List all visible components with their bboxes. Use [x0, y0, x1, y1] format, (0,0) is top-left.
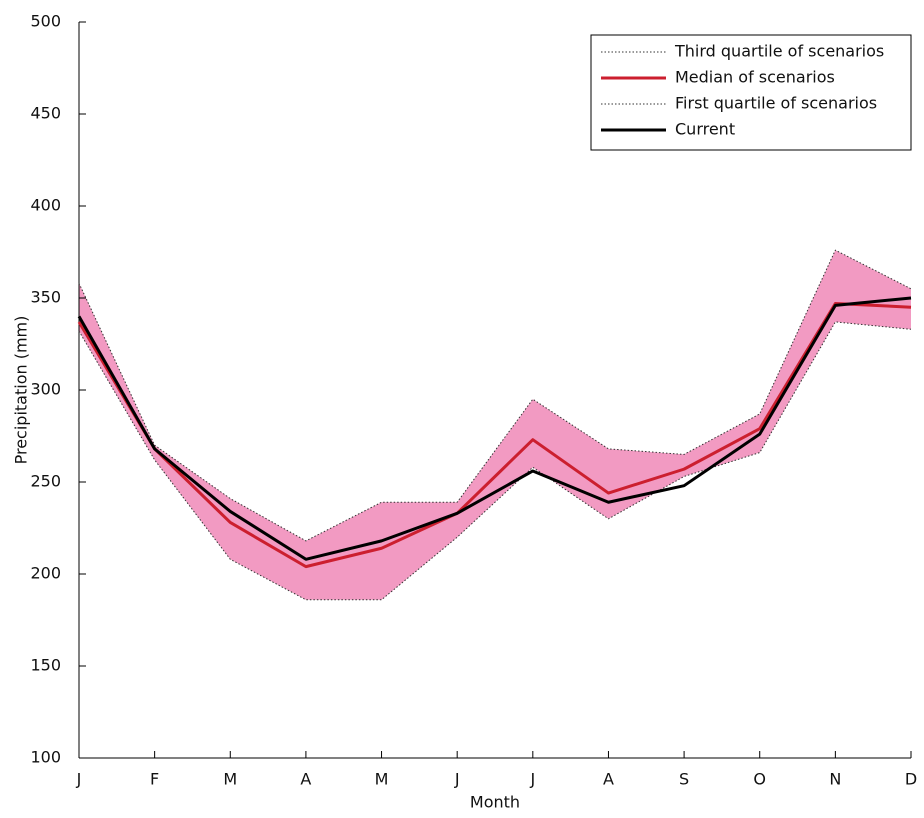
x-tick-label: N: [829, 770, 841, 789]
series-line: [77, 296, 912, 561]
quartile-line: [78, 321, 912, 601]
y-tick-label: 150: [30, 656, 61, 675]
y-tick-label: 450: [30, 104, 61, 123]
y-tick-label: 300: [30, 380, 61, 399]
x-tick-label: J: [76, 770, 82, 789]
legend-label: First quartile of scenarios: [675, 94, 877, 113]
y-tick-label: 200: [30, 564, 61, 583]
legend-label: Third quartile of scenarios: [674, 42, 884, 61]
y-tick-label: 100: [30, 748, 61, 767]
quartile-line: [78, 249, 912, 542]
y-tick-label: 500: [30, 12, 61, 31]
x-tick-label: J: [454, 770, 460, 789]
quartile-band: [79, 250, 911, 600]
x-tick-label: M: [375, 770, 389, 789]
series-line: [77, 302, 912, 569]
x-tick-label: M: [223, 770, 237, 789]
x-tick-label: S: [679, 770, 689, 789]
x-tick-label: F: [150, 770, 159, 789]
y-tick-label: 400: [30, 196, 61, 215]
y-axis-label: Precipitation (mm): [12, 316, 31, 465]
legend-label: Current: [675, 120, 735, 139]
legend: Third quartile of scenarios Median of sce…: [590, 34, 912, 151]
x-tick-label: O: [753, 770, 766, 789]
x-tick-label: J: [529, 770, 535, 789]
x-tick-label: A: [300, 770, 311, 789]
y-tick-label: 350: [30, 288, 61, 307]
x-axis-label: Month: [470, 793, 520, 812]
y-tick-label: 250: [30, 472, 61, 491]
x-tick-label: A: [603, 770, 614, 789]
x-tick-label: D: [905, 770, 917, 789]
legend-label: Median of scenarios: [675, 68, 835, 87]
